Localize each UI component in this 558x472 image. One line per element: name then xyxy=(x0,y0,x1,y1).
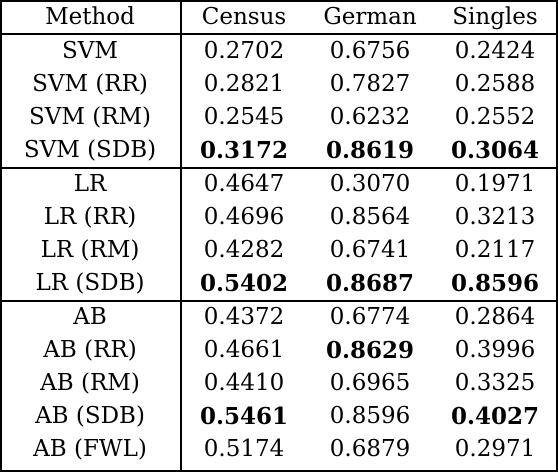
census-value: 0.4696 xyxy=(203,204,285,230)
singles-value: 0.1971 xyxy=(454,171,536,197)
census-value: 0.4647 xyxy=(203,171,285,197)
singles-value: 0.2117 xyxy=(454,237,536,263)
singles-value: 0.8596 xyxy=(450,270,540,297)
singles-value: 0.3213 xyxy=(454,204,536,230)
table-right-rule xyxy=(556,0,558,472)
german-value: 0.8687 xyxy=(325,270,415,297)
census-value: 0.4282 xyxy=(203,237,285,263)
method-cell: SVM xyxy=(62,38,118,64)
singles-value: 0.3064 xyxy=(450,137,540,164)
census-value: 0.5402 xyxy=(199,270,289,297)
german-value: 0.6965 xyxy=(329,370,411,396)
census-value: 0.4661 xyxy=(203,337,285,363)
singles-value: 0.2552 xyxy=(454,104,536,130)
method-cell: SVM (RR) xyxy=(32,71,148,97)
singles-value: 0.2424 xyxy=(454,38,536,64)
method-column-rule xyxy=(180,0,182,472)
german-value: 0.8629 xyxy=(325,337,415,364)
singles-value: 0.2588 xyxy=(454,71,536,97)
singles-value: 0.2864 xyxy=(454,304,536,330)
german-value: 0.8596 xyxy=(329,403,411,429)
german-value: 0.6756 xyxy=(329,38,411,64)
method-cell: LR (RM) xyxy=(40,237,140,263)
method-cell: LR xyxy=(73,171,107,197)
header-bottom-rule xyxy=(0,33,558,35)
method-cell: AB xyxy=(73,304,107,330)
german-value: 0.6741 xyxy=(329,237,411,263)
census-value: 0.2545 xyxy=(203,104,285,130)
group-separator-rule xyxy=(0,300,558,302)
singles-value: 0.3996 xyxy=(454,337,536,363)
census-value: 0.2821 xyxy=(203,71,285,97)
method-cell: SVM (SDB) xyxy=(23,137,157,163)
group-separator-rule xyxy=(0,167,558,169)
german-value: 0.8564 xyxy=(329,204,411,230)
header-german: German xyxy=(323,4,417,30)
german-value: 0.6232 xyxy=(329,104,411,130)
method-cell: AB (SDB) xyxy=(35,403,145,429)
singles-value: 0.4027 xyxy=(450,403,540,430)
table-top-rule xyxy=(0,0,558,2)
method-cell: AB (RR) xyxy=(43,337,137,363)
method-cell: AB (FWL) xyxy=(33,436,147,462)
singles-value: 0.3325 xyxy=(454,370,536,396)
method-cell: LR (RR) xyxy=(43,204,137,230)
method-cell: LR (SDB) xyxy=(35,270,145,296)
german-value: 0.7827 xyxy=(329,71,411,97)
singles-value: 0.2971 xyxy=(454,436,536,462)
census-value: 0.4410 xyxy=(203,370,285,396)
table-left-rule xyxy=(0,0,2,472)
census-value: 0.5174 xyxy=(203,436,285,462)
census-value: 0.4372 xyxy=(203,304,285,330)
method-cell: AB (RM) xyxy=(40,370,140,396)
header-singles: Singles xyxy=(452,4,538,30)
german-value: 0.6774 xyxy=(329,304,411,330)
table-bottom-rule xyxy=(0,470,558,472)
german-value: 0.3070 xyxy=(329,171,411,197)
german-value: 0.6879 xyxy=(329,436,411,462)
census-value: 0.5461 xyxy=(199,403,289,430)
header-method: Method xyxy=(45,4,135,30)
census-value: 0.2702 xyxy=(203,38,285,64)
german-value: 0.8619 xyxy=(325,137,415,164)
method-cell: SVM (RM) xyxy=(28,104,152,130)
census-value: 0.3172 xyxy=(199,137,289,164)
header-census: Census xyxy=(201,4,287,30)
